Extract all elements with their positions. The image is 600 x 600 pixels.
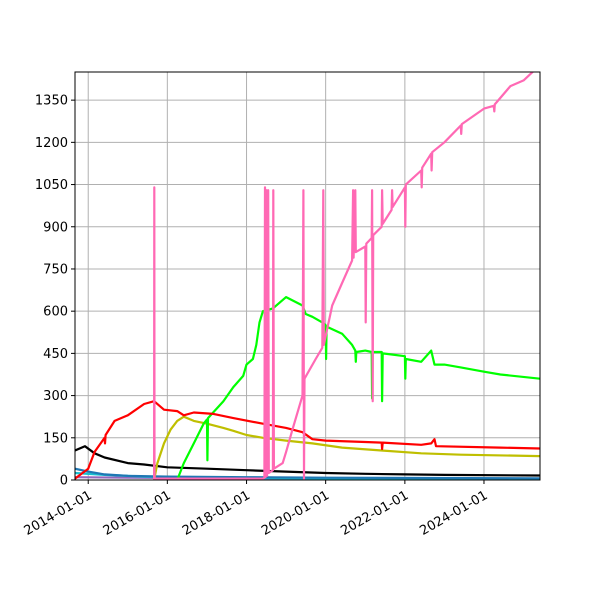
y-tick-label: 1050 xyxy=(35,178,68,193)
series-line-3 xyxy=(153,415,540,480)
y-tick-label: 150 xyxy=(43,431,68,446)
y-tick-label: 300 xyxy=(43,389,68,404)
y-tick-label: 1350 xyxy=(35,94,68,109)
axes-frame xyxy=(74,71,541,481)
series-line-4 xyxy=(75,445,540,477)
y-tick-label: 0 xyxy=(60,474,68,489)
y-tick-label: 1200 xyxy=(35,136,68,151)
y-tick-label: 450 xyxy=(43,347,68,362)
series-lines xyxy=(75,72,540,480)
y-tick-label: 750 xyxy=(43,262,68,277)
series-line-0 xyxy=(153,72,535,480)
grid-lines xyxy=(75,72,540,481)
series-line-1 xyxy=(75,400,540,480)
y-tick-label: 600 xyxy=(43,305,68,320)
series-line-5 xyxy=(75,467,540,480)
y-tick-label: 900 xyxy=(43,220,68,235)
